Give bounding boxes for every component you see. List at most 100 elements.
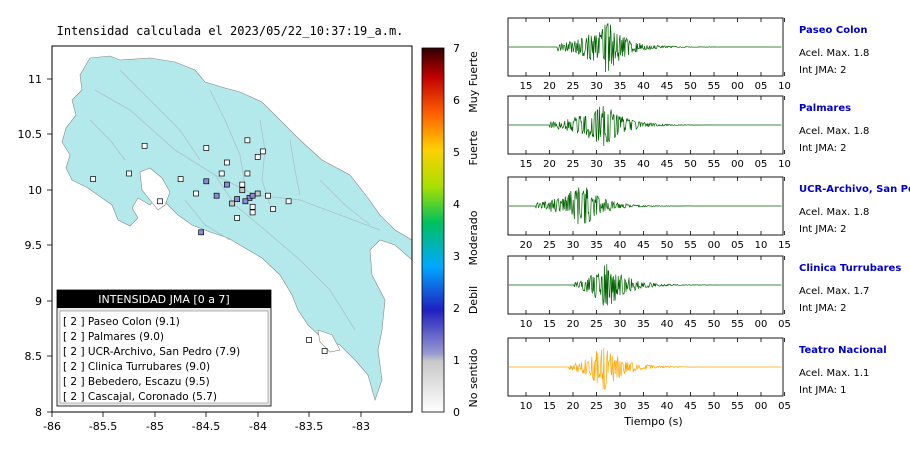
station-marker[interactable] (224, 181, 230, 188)
x-tick-label: -86 (43, 420, 61, 433)
time-tick-label: 35 (614, 81, 627, 92)
station-marker[interactable] (242, 198, 249, 205)
station-marker[interactable] (265, 192, 271, 199)
time-tick-label: 50 (661, 240, 674, 251)
peak-acceleration: Acel. Max. 1.8 (799, 48, 869, 59)
x-tick-label: -84.5 (192, 420, 220, 433)
station-marker[interactable] (213, 192, 220, 199)
colorbar-tick: 7 (453, 42, 460, 55)
station-marker[interactable] (306, 337, 312, 343)
station-marker[interactable] (177, 176, 184, 182)
station-marker[interactable] (90, 176, 96, 182)
station-marker[interactable] (234, 196, 240, 202)
time-tick-label: 40 (637, 81, 650, 92)
jma-intensity: Int JMA: 2 (799, 143, 847, 154)
waveform-trace (509, 347, 782, 390)
station-marker[interactable] (141, 142, 148, 149)
colorbar-tick: 0 (453, 406, 460, 419)
y-tick-label: 8 (35, 406, 42, 419)
time-tick-label: 55 (684, 240, 697, 251)
time-tick-label: 55 (708, 81, 721, 92)
colorbar-label: Muy Fuerte (467, 51, 480, 113)
legend-item: [ 2 ] Clinica Turrubares (9.0) (63, 361, 210, 373)
time-tick-label: 40 (614, 240, 627, 251)
waveform-panel[interactable]: 10 15 20 25 30 35 40 45 50 55 00 05 Teatro Nacional A… (507, 337, 887, 428)
time-axis-label: Tiempo (s) (623, 415, 682, 428)
time-tick-label: 00 (755, 319, 768, 330)
osa-bay (317, 329, 341, 353)
time-tick-label: 10 (755, 240, 768, 251)
legend-title: INTENSIDAD JMA [0 a 7] (98, 293, 229, 306)
peak-acceleration: Acel. Max. 1.8 (799, 207, 869, 218)
time-tick-label: 25 (567, 81, 580, 92)
station-marker[interactable] (218, 170, 225, 177)
time-tick-label: 55 (708, 159, 721, 170)
time-tick-label: 50 (708, 319, 721, 330)
time-tick-label: 40 (661, 401, 674, 412)
station-marker[interactable] (254, 190, 261, 197)
station-marker[interactable] (321, 348, 328, 354)
station-marker[interactable] (239, 187, 246, 194)
intensity-colorbar: 0 1 2 3 4 5 6 7 No sentido Debil Moderad… (421, 42, 480, 419)
time-tick-label: 10 (778, 81, 791, 92)
waveform-panel[interactable]: 20 25 30 35 40 45 50 55 00 05 10 15 UCR-Archivo, San… (507, 176, 910, 251)
station-name: Paseo Colon (799, 25, 868, 36)
station-marker[interactable] (198, 229, 204, 236)
time-tick-label: 45 (684, 319, 697, 330)
station-marker[interactable] (249, 209, 256, 216)
station-marker[interactable] (254, 154, 261, 160)
time-tick-label: 10 (520, 401, 533, 412)
legend-item: [ 2 ] Paseo Colon (9.1) (63, 316, 180, 328)
time-tick-label: 10 (520, 319, 533, 330)
y-tick-label: 10 (28, 184, 42, 197)
waveform-panel[interactable]: 15 20 25 30 35 40 45 50 55 00 05 10 Palmares Acel. Ma… (507, 95, 869, 170)
station-marker[interactable] (126, 170, 132, 177)
x-tick-label: -84 (249, 420, 267, 433)
colorbar-label: Moderado (467, 210, 480, 265)
time-tick-label: 10 (778, 159, 791, 170)
station-marker[interactable] (249, 192, 256, 199)
station-marker[interactable] (285, 198, 292, 205)
station-marker[interactable] (260, 148, 266, 155)
time-tick-label: 15 (543, 401, 556, 412)
time-tick-label: 50 (708, 401, 721, 412)
station-name: UCR-Archivo, San Pedro (799, 184, 910, 195)
time-tick-label: 15 (543, 319, 556, 330)
legend-item: [ 2 ] UCR-Archivo, San Pedro (7.9) (63, 346, 240, 358)
time-tick-label: 30 (567, 240, 580, 251)
station-marker[interactable] (193, 190, 199, 197)
map-panel[interactable]: INTENSIDAD JMA [0 a 7] [ 2 ] Paseo Colon… (51, 45, 413, 413)
y-tick-label: 8.5 (25, 350, 43, 363)
colorbar-label: Fuerte (467, 130, 480, 165)
time-tick-label: 00 (755, 401, 768, 412)
station-marker[interactable] (239, 181, 246, 188)
time-tick-label: 30 (590, 81, 603, 92)
time-tick-label: 55 (731, 401, 744, 412)
time-tick-label: 20 (520, 240, 533, 251)
station-marker[interactable] (244, 170, 251, 177)
station-marker[interactable] (203, 178, 210, 185)
map-title: Intensidad calculada el 2023/05/22_10:37… (57, 24, 404, 38)
map-frame (51, 45, 413, 413)
station-marker[interactable] (203, 145, 210, 151)
station-marker[interactable] (244, 137, 251, 144)
waveform-panel[interactable]: 15 20 25 30 35 40 45 50 55 00 05 10 Paseo Colon Acel.… (507, 17, 869, 92)
peak-acceleration: Acel. Max. 1.1 (799, 368, 869, 379)
time-tick-label: 25 (567, 159, 580, 170)
time-tick-label: 05 (778, 401, 791, 412)
station-marker[interactable] (249, 203, 256, 210)
station-marker[interactable] (234, 215, 240, 221)
station-marker[interactable] (224, 159, 230, 166)
time-tick-label: 40 (637, 159, 650, 170)
colorbar-tick: 3 (453, 250, 460, 263)
jma-intensity: Int JMA: 1 (799, 385, 847, 396)
waveform-panels: 15 20 25 30 35 40 45 50 55 00 05 10 Paseo Colon Acel.… (507, 17, 910, 428)
station-marker[interactable] (270, 206, 276, 212)
legend-item: [ 2 ] Palmares (9.0) (63, 331, 164, 343)
time-tick-label: 55 (731, 319, 744, 330)
station-marker[interactable] (229, 200, 235, 207)
station-marker[interactable] (157, 198, 163, 205)
waveform-panel[interactable]: 10 15 20 25 30 35 40 45 50 55 00 05 Clinica Turrubar… (507, 255, 901, 330)
waveform-trace (509, 106, 782, 147)
